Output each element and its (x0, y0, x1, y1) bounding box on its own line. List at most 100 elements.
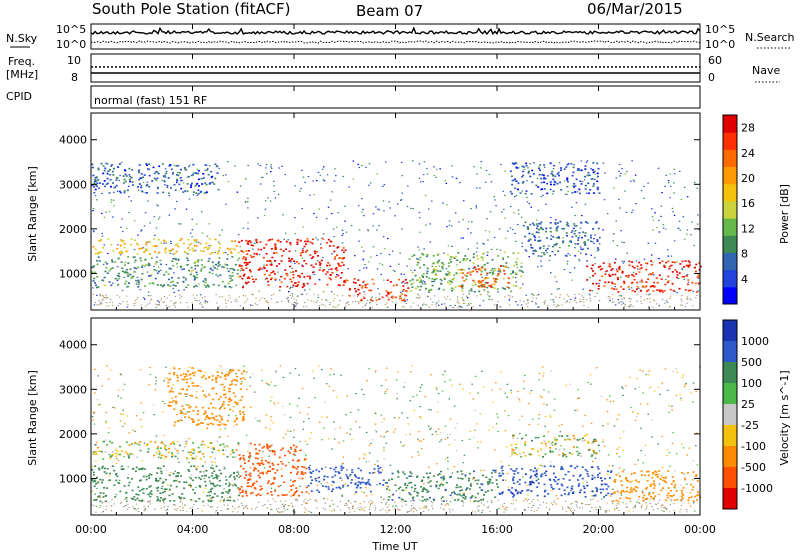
echo-mark (451, 287, 454, 289)
speckle-mark (332, 228, 335, 230)
echo-mark (91, 468, 94, 471)
echo-mark (477, 258, 479, 260)
echo-mark (476, 483, 479, 485)
speckle-mark (364, 454, 366, 456)
echo-mark (114, 277, 117, 280)
echo-mark (227, 404, 230, 406)
speckle-mark (363, 267, 365, 269)
echo-mark (566, 235, 568, 237)
speckle-mark (598, 248, 600, 251)
speckle-mark (133, 249, 136, 251)
echo-mark (185, 443, 188, 445)
speckle-mark (236, 191, 239, 193)
speckle-mark (374, 471, 376, 473)
speckle-mark (400, 441, 402, 443)
echo-mark (599, 268, 602, 271)
echo-mark (553, 479, 555, 481)
echo-mark (299, 240, 302, 242)
speckle-mark (612, 233, 615, 235)
near-range-mark (438, 300, 440, 302)
speckle-mark (643, 185, 645, 187)
echo-mark (108, 281, 111, 283)
speckle-mark (609, 401, 611, 403)
echo-mark (223, 407, 226, 410)
speckle-mark (94, 392, 96, 394)
speckle-mark (537, 294, 540, 296)
echo-mark (209, 442, 212, 444)
echo-mark (427, 490, 430, 493)
speckle-mark (119, 373, 122, 375)
speckle-mark (663, 510, 665, 512)
echo-mark (192, 409, 195, 412)
echo-mark (385, 290, 388, 292)
echo-mark (281, 494, 284, 496)
echo-mark (456, 471, 459, 473)
echo-mark (587, 192, 590, 195)
echo-mark (357, 288, 360, 291)
speckle-mark (242, 285, 245, 287)
speckle-mark (238, 476, 240, 478)
echo-mark (115, 479, 118, 482)
speckle-mark (217, 241, 220, 243)
echo-mark (480, 281, 483, 284)
speckle-mark (594, 173, 597, 175)
echo-mark (636, 285, 639, 288)
echo-mark (215, 273, 218, 276)
echo-mark (212, 398, 215, 401)
echo-mark (184, 413, 187, 415)
speckle-mark (684, 383, 686, 386)
echo-mark (187, 370, 190, 372)
near-range-mark (155, 303, 157, 305)
echo-mark (216, 477, 219, 480)
echo-mark (159, 447, 162, 449)
echo-mark (581, 236, 583, 239)
near-range-mark (692, 305, 694, 307)
echo-mark (225, 424, 227, 426)
echo-mark (193, 250, 195, 252)
echo-mark (125, 268, 128, 271)
speckle-mark (421, 384, 423, 386)
echo-mark (358, 284, 361, 286)
speckle-mark (157, 266, 160, 268)
echo-mark (604, 483, 607, 485)
speckle-mark (631, 211, 633, 214)
speckle-mark (165, 176, 167, 178)
echo-mark (168, 249, 171, 252)
echo-mark (247, 240, 250, 243)
echo-mark (227, 282, 230, 285)
speckle-mark (420, 417, 422, 419)
speckle-mark (527, 167, 529, 169)
echo-mark (404, 290, 407, 292)
echo-mark (597, 287, 600, 290)
near-range-mark (206, 300, 208, 302)
speckle-mark (618, 302, 620, 304)
speckle-mark (521, 190, 523, 192)
speckle-mark (329, 505, 331, 507)
echo-mark (310, 257, 313, 259)
speckle-mark (133, 508, 136, 510)
speckle-mark (469, 302, 472, 304)
echo-mark (501, 492, 504, 495)
echo-mark (584, 235, 587, 237)
speckle-mark (275, 370, 277, 372)
speckle-mark (362, 250, 365, 252)
speckle-mark (384, 391, 387, 393)
speckle-mark (362, 259, 364, 261)
echo-mark (227, 490, 230, 492)
echo-mark (293, 260, 296, 262)
near-range-mark (609, 296, 611, 298)
echo-mark (225, 491, 228, 493)
echo-mark (92, 474, 95, 476)
speckle-mark (156, 256, 158, 258)
echo-mark (371, 278, 374, 281)
echo-mark (97, 495, 100, 498)
speckle-mark (651, 254, 653, 256)
echo-mark (281, 447, 284, 450)
echo-mark (309, 277, 312, 280)
speckle-mark (154, 389, 157, 391)
echo-mark (118, 275, 121, 278)
echo-mark (218, 398, 220, 401)
echo-mark (243, 370, 246, 373)
speckle-mark (185, 208, 188, 210)
echo-mark (124, 180, 127, 183)
